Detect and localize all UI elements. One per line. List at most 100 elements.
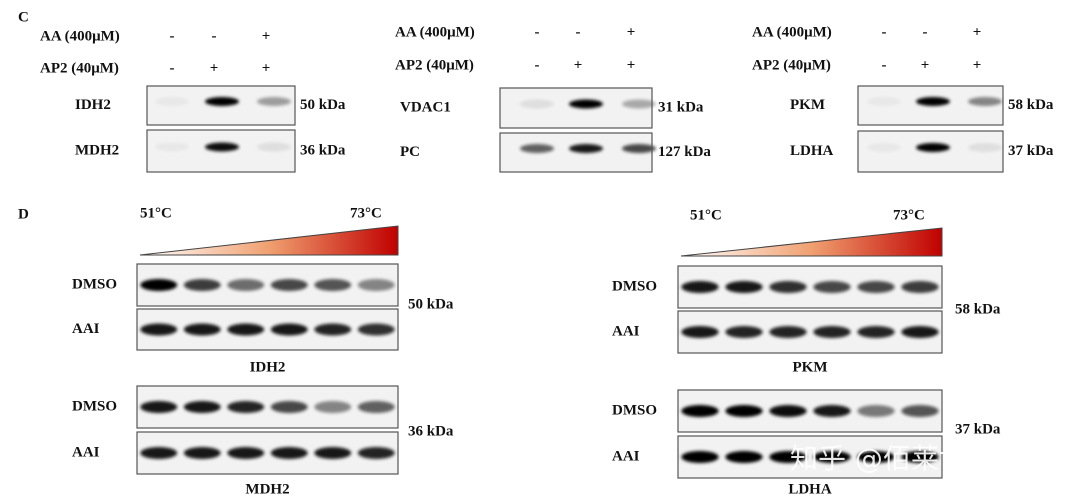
band <box>725 451 763 463</box>
blot-frame <box>677 310 943 354</box>
band <box>769 451 807 463</box>
band <box>257 142 291 152</box>
protein-label: LDHA <box>790 143 834 159</box>
band <box>183 401 221 413</box>
size-label: 31 kDa <box>658 99 704 115</box>
band <box>901 281 939 293</box>
band <box>867 97 901 106</box>
band <box>520 144 554 153</box>
treatment-sign: + <box>973 57 982 73</box>
treatment-sign: - <box>170 60 175 76</box>
blot-frame <box>146 129 296 173</box>
treatment-sign: - <box>923 24 928 40</box>
blot-frame <box>857 85 1004 126</box>
protein-label: IDH2 <box>250 359 286 375</box>
protein-label: LDHA <box>788 481 832 497</box>
protein-label: PKM <box>793 359 828 375</box>
band <box>227 279 265 291</box>
protein-label: VDAC1 <box>400 99 451 115</box>
treatment-sign: - <box>535 24 540 40</box>
band <box>155 97 189 106</box>
blot-background <box>137 264 398 306</box>
blot-frame <box>677 389 943 433</box>
blot-background <box>500 133 652 172</box>
band <box>769 281 807 293</box>
band <box>813 281 851 293</box>
size-label: 36 kDa <box>300 142 346 158</box>
band <box>867 143 901 152</box>
protein-label: PKM <box>790 97 825 113</box>
protein-label: IDH2 <box>75 97 111 113</box>
band <box>681 451 719 463</box>
band <box>901 451 939 463</box>
band <box>140 279 178 291</box>
band <box>205 97 239 106</box>
blot-frame <box>136 263 399 307</box>
treatment-sign: - <box>170 28 175 44</box>
blot-frame <box>499 87 653 129</box>
band <box>357 401 395 413</box>
blot-background <box>137 386 398 428</box>
band <box>857 451 895 463</box>
treatment-sign: - <box>882 57 887 73</box>
row-label: DMSO <box>72 276 117 292</box>
band <box>270 401 308 413</box>
blot-frame <box>136 308 399 351</box>
band <box>681 326 719 338</box>
temperature-gradient <box>680 227 943 257</box>
treatment-sign: - <box>882 24 887 40</box>
band <box>357 447 395 459</box>
row-label: AAI <box>612 448 640 464</box>
band <box>520 99 554 109</box>
band <box>357 323 395 336</box>
blot-frame <box>677 265 943 309</box>
treatment-sign: - <box>212 28 217 44</box>
band <box>140 401 178 413</box>
temperature-label: 51°C <box>140 205 172 221</box>
band <box>227 323 265 336</box>
blot-frame <box>136 385 399 429</box>
blot-frame <box>499 132 653 173</box>
band <box>681 405 719 417</box>
blot-frame <box>677 435 943 479</box>
treatment-label: AP2 (40μM) <box>752 57 831 73</box>
band <box>314 401 352 413</box>
band <box>857 326 895 338</box>
protein-label: MDH2 <box>245 481 289 497</box>
band <box>183 447 221 459</box>
band <box>813 451 851 463</box>
band <box>314 323 352 336</box>
size-label: 50 kDa <box>300 97 346 113</box>
band <box>622 144 656 153</box>
band <box>769 326 807 338</box>
size-label: 37 kDa <box>955 421 1001 437</box>
treatment-sign: + <box>921 57 930 73</box>
treatment-sign: - <box>576 24 581 40</box>
band <box>183 323 221 336</box>
blot-frame <box>136 431 399 475</box>
temperature-label: 73°C <box>350 205 382 221</box>
blot-frame <box>857 130 1004 173</box>
band <box>968 97 1002 106</box>
band <box>140 323 178 336</box>
size-label: 36 kDa <box>408 423 454 439</box>
band <box>314 447 352 459</box>
treatment-sign: + <box>210 60 219 76</box>
band <box>622 99 656 109</box>
band <box>916 143 950 152</box>
row-label: DMSO <box>612 278 657 294</box>
band <box>183 279 221 291</box>
band <box>140 447 178 459</box>
band <box>569 99 603 109</box>
treatment-label: AA (400μM) <box>752 24 832 40</box>
band <box>569 144 603 153</box>
size-label: 58 kDa <box>1008 97 1054 113</box>
band <box>769 405 807 417</box>
blot-background <box>678 311 942 353</box>
band <box>857 405 895 417</box>
row-label: AAI <box>72 444 100 460</box>
treatment-sign: + <box>973 24 982 40</box>
band <box>270 447 308 459</box>
band <box>227 447 265 459</box>
